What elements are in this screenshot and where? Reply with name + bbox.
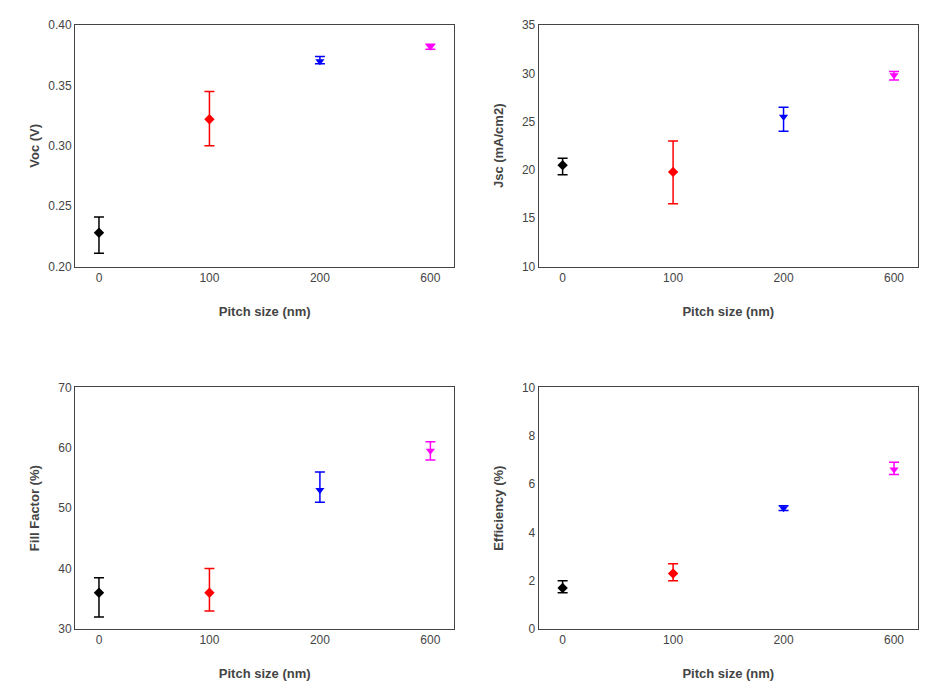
svg-text:0.30: 0.30	[48, 139, 72, 153]
svg-text:0: 0	[559, 271, 566, 285]
svg-text:200: 200	[774, 271, 794, 285]
svg-text:50: 50	[58, 501, 72, 515]
svg-text:100: 100	[663, 271, 683, 285]
svg-text:Pitch size (nm): Pitch size (nm)	[219, 666, 311, 681]
svg-text:600: 600	[420, 271, 440, 285]
svg-text:10: 10	[522, 381, 536, 395]
svg-text:10: 10	[522, 260, 536, 274]
svg-text:0: 0	[96, 271, 103, 285]
svg-text:60: 60	[58, 441, 72, 455]
svg-text:100: 100	[199, 271, 219, 285]
svg-text:Jsc (mA/cm2): Jsc (mA/cm2)	[491, 104, 506, 189]
svg-text:200: 200	[774, 633, 794, 647]
svg-text:600: 600	[884, 633, 904, 647]
svg-text:20: 20	[522, 163, 536, 177]
svg-text:Efficiency (%): Efficiency (%)	[491, 466, 506, 551]
svg-text:35: 35	[522, 18, 536, 32]
svg-text:200: 200	[310, 633, 330, 647]
svg-text:Pitch size (nm): Pitch size (nm)	[219, 304, 311, 319]
svg-text:100: 100	[199, 633, 219, 647]
svg-text:200: 200	[310, 271, 330, 285]
svg-text:Pitch size (nm): Pitch size (nm)	[682, 304, 774, 319]
svg-text:40: 40	[58, 562, 72, 576]
svg-text:70: 70	[58, 381, 72, 395]
svg-text:8: 8	[529, 429, 536, 443]
svg-text:600: 600	[420, 633, 440, 647]
svg-text:Pitch size (nm): Pitch size (nm)	[682, 666, 774, 681]
svg-text:0: 0	[529, 622, 536, 636]
svg-text:0.35: 0.35	[48, 79, 72, 93]
svg-text:0.20: 0.20	[48, 260, 72, 274]
svg-text:0.25: 0.25	[48, 199, 72, 213]
svg-text:0.40: 0.40	[48, 18, 72, 32]
svg-text:2: 2	[529, 574, 536, 588]
svg-text:30: 30	[522, 67, 536, 81]
svg-text:6: 6	[529, 477, 536, 491]
svg-text:Voc (V): Voc (V)	[27, 124, 42, 168]
svg-text:30: 30	[58, 622, 72, 636]
svg-text:15: 15	[522, 211, 536, 225]
svg-text:25: 25	[522, 115, 536, 129]
svg-text:0: 0	[559, 633, 566, 647]
svg-text:Fill Factor (%): Fill Factor (%)	[27, 465, 42, 551]
svg-text:0: 0	[96, 633, 103, 647]
svg-text:100: 100	[663, 633, 683, 647]
svg-text:600: 600	[884, 271, 904, 285]
svg-text:4: 4	[529, 526, 536, 540]
